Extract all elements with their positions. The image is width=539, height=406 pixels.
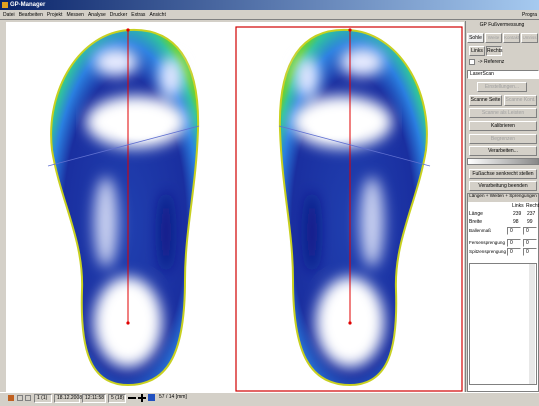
status-field: 12:11:58 [82,394,106,403]
progress-bar [467,158,539,165]
menu-right[interactable]: Progra [522,12,538,18]
input[interactable]: 0 [523,248,537,256]
menu-item[interactable]: Extras [131,12,146,18]
input[interactable]: 0 [507,248,521,256]
menu-item[interactable]: Bearbeiten [18,12,43,18]
toe-point [126,28,130,32]
side-button[interactable]: Links [469,46,485,56]
tab[interactable]: Umriss [521,33,538,43]
menu-item[interactable]: Ansicht [149,12,166,18]
section-title: Längen + Weiten + Sprengungen [468,193,538,202]
side-button[interactable]: Rechts [486,46,503,56]
selection-frame [235,26,463,392]
column-header: Links [512,203,524,209]
tab[interactable]: Kontakt [503,33,520,43]
input-label: Ballenmaß [469,228,491,233]
ball-line [47,125,200,167]
button[interactable]: Verarbeitung beenden [469,181,537,191]
status-field: 18.12.2008 [54,394,82,403]
menu-item[interactable]: Datei [3,12,15,18]
status-field: 57 / 14 [mm] [159,394,187,400]
zoom-in[interactable] [138,394,146,402]
status-icon [148,394,155,401]
nav-icon[interactable] [17,395,23,401]
menu-item[interactable]: Analyse [87,12,106,18]
row-label: Länge [469,211,483,217]
app-icon [2,2,8,8]
scrollbar[interactable] [529,264,535,384]
input[interactable]: 0 [507,239,521,247]
zoom-out[interactable] [128,397,136,405]
input[interactable]: 0 [523,239,537,247]
tab[interactable]: Sohle [467,33,484,43]
button[interactable]: Einstellungen... [477,82,527,92]
column-header: Rechts [526,203,539,209]
input[interactable]: 0 [507,227,521,235]
scanner-select[interactable]: LaserScan [467,70,539,79]
button[interactable]: Scanne Kont. [504,95,537,106]
panel-title: GP Fußvermessung [479,22,525,28]
scan-canvas [6,22,464,392]
status-field: 1 (1) [34,394,52,403]
button[interactable]: Verarbeiten... [469,146,537,156]
button[interactable]: Scanne als Leisten [469,108,537,118]
list-box[interactable] [469,263,537,385]
row-label: Breite [469,219,483,225]
value: 98 [513,219,519,225]
tab[interactable]: Weite [485,33,502,43]
status-field: 5 (18) [108,394,126,403]
nav-icon[interactable] [25,395,31,401]
input-label: Spitzensprengung [469,249,507,254]
heel-point [126,321,130,325]
menu-bar [0,10,539,20]
title-bar [0,0,539,10]
value: 239 [513,211,522,217]
menu-item[interactable]: Drucker [109,12,128,18]
button[interactable]: Fußachse senkrecht stellen [469,169,537,179]
input[interactable]: 0 [523,227,537,235]
menu-item[interactable]: Projekt [46,12,63,18]
foot-scan [47,28,200,387]
pressure-areas [86,48,186,367]
value: 99 [527,219,533,225]
button[interactable]: Scanne Seite [469,95,502,106]
checkbox[interactable] [469,59,475,65]
button[interactable]: Kalibrieren [469,121,537,131]
input-label: Fersensprengung [469,240,506,245]
nav-icon[interactable] [8,395,14,401]
menu-item[interactable]: Messen [66,12,84,18]
button[interactable]: Begrenzen [469,133,537,144]
value: 237 [527,211,536,217]
side-panel [465,21,539,392]
reference-label: -> Referenz [478,59,505,65]
window-title: GP-Manager [10,2,46,8]
status-bar [0,392,539,406]
